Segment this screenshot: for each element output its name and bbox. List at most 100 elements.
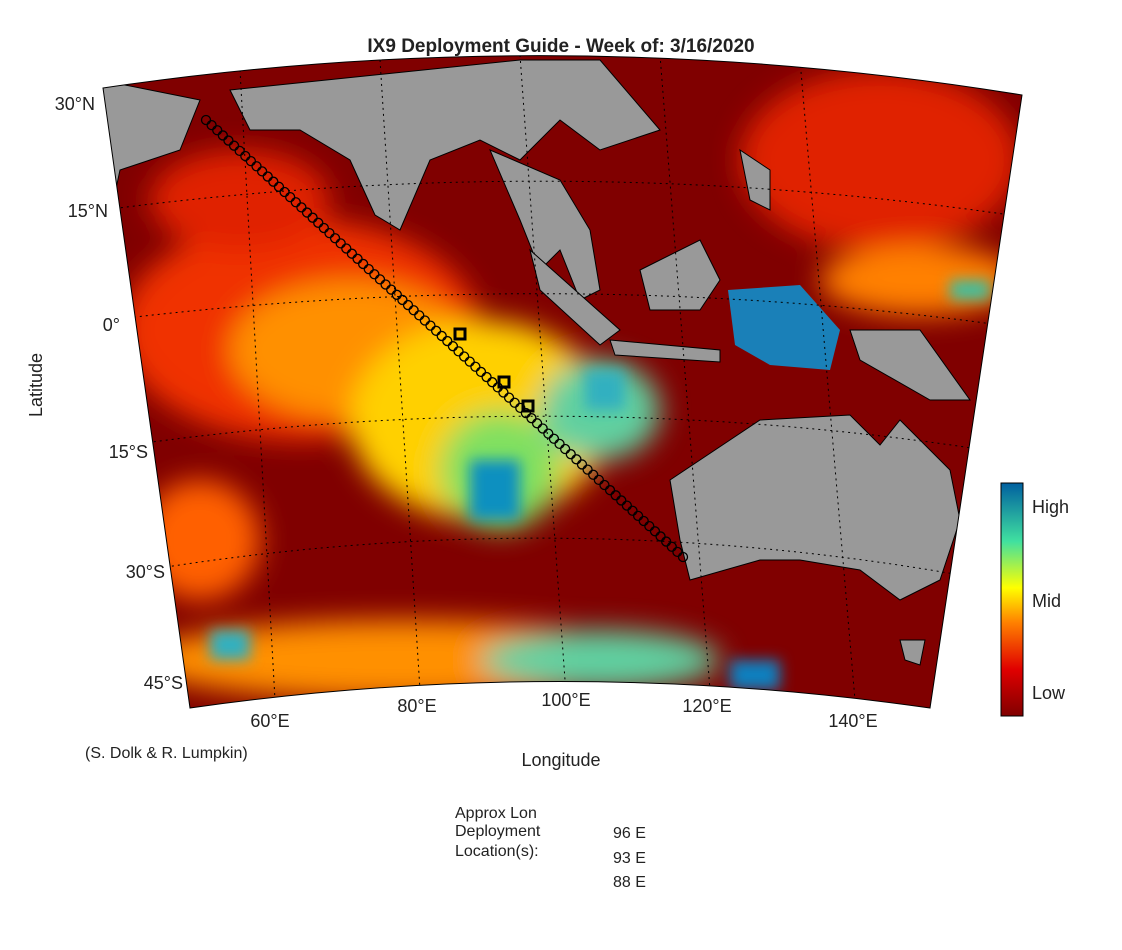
track-point: [436, 330, 447, 342]
track-point: [268, 176, 279, 187]
track-point: [386, 284, 397, 295]
track-point: [543, 428, 554, 439]
track-point: [627, 505, 638, 516]
track-point: [357, 258, 369, 270]
track-point: [200, 114, 212, 126]
longitude-labels: 60°E 80°E 100°E 120°E 140°E: [250, 690, 877, 731]
track-point: [588, 469, 599, 480]
track-point: [610, 490, 621, 501]
track-point: [313, 217, 324, 228]
field-highs: [210, 280, 990, 690]
track-point: [324, 227, 335, 239]
track-point: [526, 413, 537, 424]
track-point: [228, 140, 240, 151]
track-point: [223, 135, 234, 146]
track-point: [616, 495, 627, 506]
track-point: [442, 335, 453, 347]
track-point: [481, 371, 492, 383]
latitude-labels: 30°N 15°N 0° 15°S 30°S 45°S: [55, 94, 183, 693]
track-point: [548, 433, 560, 444]
track-point: [217, 130, 228, 141]
track-point: [414, 310, 425, 321]
track-point: [621, 500, 633, 511]
track-point: [273, 181, 285, 192]
track-point: [604, 485, 616, 496]
track-point: [560, 443, 571, 455]
track-point: [571, 454, 582, 465]
track-point: [212, 125, 223, 136]
y-axis-label: Latitude: [26, 353, 46, 417]
x-axis-label: Longitude: [521, 750, 600, 770]
track-point: [464, 356, 475, 367]
track-point: [632, 510, 644, 522]
latitude-label: 0°: [103, 315, 120, 335]
deployment-marker: [497, 375, 511, 389]
track-point: [458, 351, 470, 362]
longitude-label: 100°E: [541, 690, 590, 710]
track-point: [470, 361, 481, 372]
longitude-label: 60°E: [250, 711, 289, 731]
track-point: [677, 551, 689, 563]
longitude-label: 120°E: [682, 696, 731, 716]
colorbar-label: Low: [1032, 683, 1066, 703]
track-point: [503, 392, 515, 403]
colorbar-label: Mid: [1032, 591, 1061, 611]
track-point: [554, 438, 565, 450]
deployment-location: 93 E: [613, 850, 646, 867]
track-point: [335, 238, 346, 249]
deployment-marker: [453, 327, 467, 341]
latitude-label: 30°S: [126, 562, 165, 582]
track-point: [262, 171, 273, 182]
track-point: [638, 515, 649, 527]
field-blobs: [120, 70, 1020, 700]
track-point: [234, 145, 245, 156]
track-point: [301, 207, 313, 218]
track-point: [599, 479, 610, 491]
track-point: [661, 536, 672, 547]
track-point: [582, 464, 593, 475]
longitude-label: 80°E: [397, 696, 436, 716]
track-point: [447, 341, 459, 352]
field-high-patch: [728, 285, 840, 370]
track-point: [329, 233, 341, 244]
track-point: [279, 186, 290, 198]
track-point: [565, 449, 576, 460]
track-point: [352, 253, 363, 264]
longitude-label: 140°E: [828, 711, 877, 731]
track-point: [531, 418, 543, 429]
track-point: [520, 407, 532, 419]
deployment-heading: Location(s):: [455, 843, 539, 860]
credit: (S. Dolk & R. Lumpkin): [85, 745, 248, 762]
deployment-heading: Approx Lon: [455, 805, 537, 822]
deployment-location: 88 E: [613, 874, 646, 891]
deployment-marker: [521, 399, 535, 413]
track-point: [346, 248, 358, 259]
track-point: [296, 202, 307, 213]
track-point: [425, 320, 436, 331]
track-point: [576, 459, 588, 470]
deployment-heading: Deployment: [455, 823, 541, 840]
colorbar: [1000, 482, 1024, 717]
track-point: [369, 269, 380, 280]
track-point: [453, 346, 464, 357]
colorbar-label: High: [1032, 497, 1069, 517]
track-point: [672, 546, 683, 558]
track-point: [644, 521, 655, 532]
track-point: [666, 541, 677, 552]
track-point: [655, 531, 666, 542]
track-point: [487, 377, 498, 388]
track-point: [285, 191, 296, 203]
deployment-location: 96 E: [613, 825, 646, 842]
track: [200, 114, 689, 563]
track-point: [509, 397, 520, 408]
track-point: [206, 119, 217, 131]
track-point: [251, 161, 262, 172]
track-point: [593, 474, 604, 486]
track-point: [380, 279, 391, 290]
track-point: [419, 315, 431, 326]
track-point: [341, 243, 352, 254]
title: IX9 Deployment Guide - Week of: 3/16/202…: [367, 36, 754, 57]
track-point: [402, 299, 414, 311]
latitude-label: 15°S: [109, 442, 148, 462]
track-point: [408, 305, 419, 316]
